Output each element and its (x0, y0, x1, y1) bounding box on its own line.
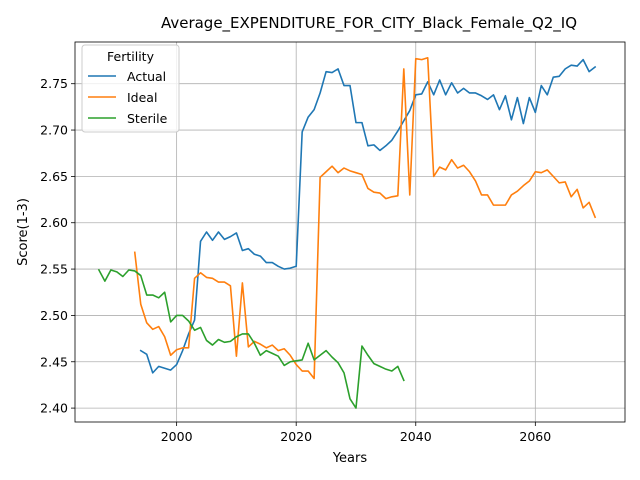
y-tick-label: 2.50 (40, 308, 68, 323)
y-tick-label: 2.45 (40, 354, 68, 369)
y-axis-title: Score(1-3) (16, 198, 31, 266)
x-tick-label: 2040 (400, 429, 432, 444)
x-tick-label: 2020 (280, 429, 312, 444)
legend-label-ideal: Ideal (127, 90, 157, 105)
grid (75, 42, 625, 422)
series-line-sterile (97, 268, 405, 409)
x-tick-label: 2060 (519, 429, 551, 444)
plot-frame (74, 41, 626, 423)
y-tick-label: 2.40 (40, 401, 68, 416)
series-line-ideal (133, 56, 597, 380)
y-tick-label: 2.75 (40, 76, 68, 91)
x-axis-title: Years (332, 451, 368, 466)
legend: Fertility Actual Ideal Sterile (81, 44, 180, 133)
legend-label-actual: Actual (127, 69, 166, 84)
axis-ticks: 2000 2020 2040 2060 2.40 2.45 2.50 2.55 2.60 2.65… (40, 76, 551, 444)
series-line-actual (139, 58, 597, 374)
y-tick-label: 2.55 (40, 262, 68, 277)
legend-title: Fertility (107, 49, 155, 64)
series-lines (97, 56, 597, 409)
y-tick-label: 2.70 (40, 123, 68, 138)
y-tick-label: 2.60 (40, 215, 68, 230)
y-tick-label: 2.65 (40, 169, 68, 184)
chart-title: Average_EXPENDITURE_FOR_CITY_Black_Femal… (161, 14, 577, 33)
legend-box (81, 44, 180, 133)
legend-label-sterile: Sterile (127, 111, 168, 126)
x-tick-label: 2000 (161, 429, 193, 444)
